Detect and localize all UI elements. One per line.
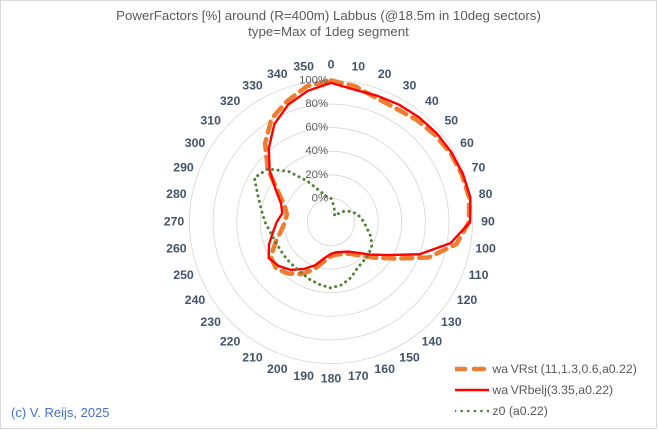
svg-text:270: 270	[164, 214, 185, 228]
svg-text:90: 90	[481, 214, 495, 228]
svg-text:200: 200	[267, 362, 288, 376]
svg-text:300: 300	[185, 136, 206, 150]
svg-text:20: 20	[378, 67, 392, 81]
svg-text:240: 240	[185, 293, 206, 307]
svg-text:60: 60	[460, 136, 474, 150]
svg-text:150: 150	[399, 350, 420, 364]
svg-text:60%: 60%	[305, 122, 328, 134]
svg-text:80: 80	[479, 187, 493, 201]
svg-text:350: 350	[293, 60, 314, 74]
svg-text:320: 320	[220, 94, 241, 108]
svg-text:0%: 0%	[312, 192, 328, 204]
svg-text:100%: 100%	[299, 74, 328, 86]
svg-text:50: 50	[444, 113, 458, 127]
svg-text:110: 110	[469, 268, 489, 282]
svg-text:160: 160	[374, 362, 395, 376]
svg-text:250: 250	[173, 268, 194, 282]
svg-text:40: 40	[425, 94, 439, 108]
svg-text:280: 280	[166, 187, 187, 201]
svg-text:140: 140	[422, 335, 443, 349]
svg-text:170: 170	[348, 369, 369, 383]
svg-text:40%: 40%	[305, 145, 328, 157]
svg-text:310: 310	[200, 113, 221, 127]
svg-text:290: 290	[173, 161, 194, 175]
svg-text:70: 70	[472, 161, 486, 175]
svg-text:10: 10	[351, 60, 365, 74]
svg-text:20%: 20%	[305, 169, 328, 181]
svg-text:260: 260	[166, 242, 187, 256]
svg-text:190: 190	[293, 369, 314, 383]
svg-text:80%: 80%	[305, 98, 328, 110]
svg-text:330: 330	[242, 78, 263, 92]
svg-text:100: 100	[475, 242, 496, 256]
svg-text:230: 230	[200, 315, 221, 329]
svg-text:220: 220	[220, 335, 241, 349]
svg-text:30: 30	[403, 78, 417, 92]
svg-text:120: 120	[457, 293, 478, 307]
svg-text:180: 180	[321, 371, 342, 385]
svg-text:0: 0	[328, 57, 335, 71]
svg-text:130: 130	[441, 315, 462, 329]
svg-text:210: 210	[242, 350, 263, 364]
svg-text:340: 340	[267, 67, 288, 81]
